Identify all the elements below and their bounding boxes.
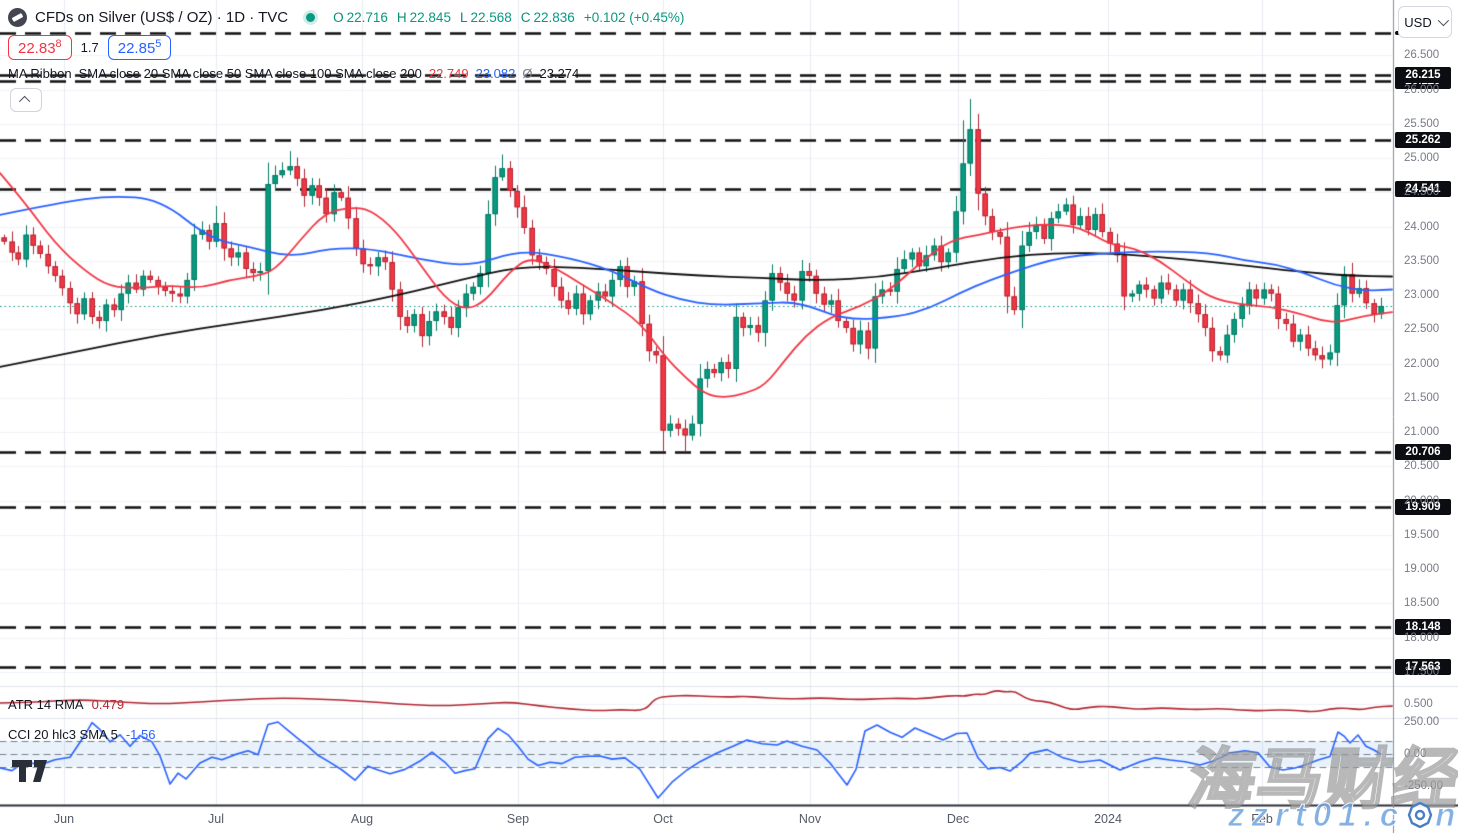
price-tick: 26.000 [1404, 83, 1440, 96]
price-tick: 24.000 [1404, 220, 1440, 233]
high-value: 22.845 [409, 10, 451, 25]
price-axis[interactable]: 17.56318.14819.90920.70624.54125.26226.1… [1393, 0, 1458, 833]
sma100-value: Ø [522, 66, 533, 81]
open-value: 22.716 [346, 10, 388, 25]
price-tick: 18.000 [1404, 631, 1440, 644]
time-axis-label: Aug [350, 812, 374, 826]
bid-value: 22.83 [18, 40, 56, 57]
ask-button[interactable]: 22.855 [107, 35, 172, 60]
ma-ribbon-legend[interactable]: MA Ribbon SMA close 20 SMA close 50 SMA … [8, 66, 579, 81]
atr-label: ATR 14 RMA [8, 697, 84, 712]
cci-tick: 250.00 [1404, 716, 1440, 728]
level-price-badge: 20.706 [1395, 444, 1451, 461]
chevron-down-icon [1437, 14, 1449, 27]
sma20-value: 22.749 [428, 66, 469, 81]
ma-ribbon-title: MA Ribbon [8, 66, 72, 81]
time-axis-label: Feb [1251, 812, 1273, 826]
time-axis-label: Jun [53, 812, 75, 826]
sma200-value: 23.274 [539, 66, 580, 81]
chevron-up-icon [18, 95, 31, 108]
low-value: 22.568 [470, 10, 512, 25]
time-axis-label: Sep [506, 812, 530, 826]
low-label: L [459, 10, 468, 25]
currency-dropdown[interactable]: USD [1398, 6, 1452, 38]
price-tick: 23.000 [1404, 289, 1440, 301]
time-axis[interactable]: Jun Jul Aug Sep Oct Nov Dec 2024 Feb [0, 806, 1458, 833]
ask-value-sup: 5 [155, 38, 162, 50]
price-tick: 24.500 [1404, 186, 1440, 199]
level-price-badge: 19.909 [1395, 498, 1451, 515]
high-label: H [396, 10, 407, 25]
sma50-value: 23.082 [475, 66, 516, 81]
close-value: 22.836 [533, 10, 575, 25]
level-price-badge: 24.541 [1395, 181, 1451, 198]
price-tick: 26.500 [1404, 49, 1440, 62]
change-value: +0.102 (+0.45%) [583, 10, 685, 25]
open-label: O [333, 10, 344, 25]
ma-ribbon-params: SMA close 20 SMA close 50 SMA close 100 … [78, 66, 422, 81]
price-tick: 22.000 [1404, 357, 1440, 370]
time-axis-label: Oct [653, 812, 673, 826]
collapse-legend-button[interactable] [10, 88, 42, 112]
price-tick: 21.000 [1404, 426, 1440, 438]
price-tick: 20.500 [1404, 460, 1440, 473]
price-tick: 20.000 [1404, 494, 1440, 507]
close-label: C [520, 10, 531, 25]
price-tick: 23.500 [1404, 254, 1440, 267]
price-tick: 25.000 [1404, 152, 1440, 164]
quote-row: 22.838 1.7 22.855 [8, 35, 172, 60]
price-tick: 21.500 [1404, 391, 1440, 404]
time-axis-label: Nov [798, 812, 822, 826]
price-tick: 17.500 [1404, 665, 1440, 678]
bid-button[interactable]: 22.838 [8, 35, 72, 60]
time-axis-label: Dec [946, 812, 970, 826]
time-axis-label: Jul [208, 812, 224, 826]
atr-tick: 0.500 [1404, 698, 1433, 710]
cci-tick: -250.00 [1404, 780, 1444, 792]
ohlc-readout: O 22.716 H 22.845 L 22.568 C 22.836 +0.102 (… [333, 10, 684, 25]
bid-value-sup: 8 [55, 38, 62, 50]
symbol-legend[interactable]: CFDs on Silver (US$ / OZ) · 1D · TVC O 22… [8, 8, 684, 27]
cci-legend[interactable]: CCI 20 hlc3 SMA 5 -1.56 [8, 727, 155, 742]
price-tick: 25.500 [1404, 117, 1440, 130]
symbol-title[interactable]: CFDs on Silver (US$ / OZ) · 1D · TVC [35, 9, 289, 26]
cci-label: CCI 20 hlc3 SMA 5 [8, 727, 118, 742]
level-price-badge: 25.262 [1395, 132, 1451, 149]
price-tick: 22.500 [1404, 323, 1440, 336]
time-axis-label: 2024 [1094, 812, 1122, 826]
atr-legend[interactable]: ATR 14 RMA 0.479 [8, 697, 124, 712]
cci-tick: 0.00 [1404, 748, 1427, 760]
price-tick: 19.000 [1404, 563, 1440, 575]
tradingview-logo-icon[interactable] [12, 758, 48, 789]
level-price-badge: 17.563 [1395, 659, 1451, 676]
level-price-badge: 18.148 [1395, 619, 1451, 636]
symbol-logo-icon [8, 8, 27, 27]
level-price-badge: 26.215 [1395, 66, 1451, 83]
market-status-icon [306, 13, 316, 22]
currency-value: USD [1404, 14, 1432, 30]
ask-value: 22.85 [117, 40, 156, 57]
spread-value: 1.7 [80, 40, 99, 55]
price-tick: 18.500 [1404, 597, 1440, 610]
price-tick: 19.500 [1404, 528, 1440, 541]
cci-value: -1.56 [125, 727, 156, 742]
atr-value: 0.479 [91, 697, 125, 712]
